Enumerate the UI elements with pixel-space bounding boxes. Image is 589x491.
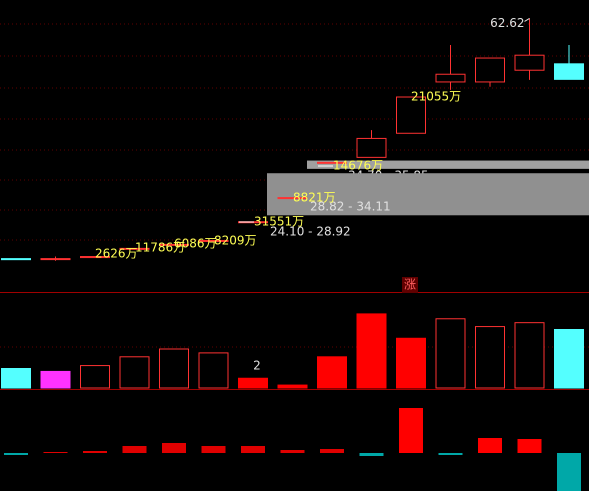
volume-bar xyxy=(475,326,505,389)
indicator-bar xyxy=(122,446,147,453)
candle-body xyxy=(396,96,426,134)
indicator-bar xyxy=(359,453,384,456)
limit-up-badge: 涨 xyxy=(404,277,416,292)
indicator-bar xyxy=(83,451,107,453)
volume-bar xyxy=(1,368,31,389)
gap-label: 28.82 - 34.11 xyxy=(310,200,391,214)
bar-annotation: 2 xyxy=(253,359,261,373)
volume-bar xyxy=(514,322,545,389)
volume-bar xyxy=(317,356,347,389)
badge xyxy=(402,277,418,293)
candle-body xyxy=(159,243,189,246)
candle-body xyxy=(1,258,31,261)
volume-annotation: 6086万 xyxy=(174,237,217,251)
volume-bar xyxy=(80,365,110,389)
volume-annotation: 11786万 xyxy=(135,241,185,255)
gap-zone xyxy=(307,160,589,169)
indicator-bar xyxy=(399,408,423,453)
volume-bar xyxy=(554,329,584,389)
volume-bar xyxy=(435,318,466,389)
indicator-bar xyxy=(162,443,186,453)
candle-body xyxy=(277,197,308,200)
indicator-bar xyxy=(517,439,542,453)
volume-bar xyxy=(356,313,387,389)
candle-body xyxy=(356,137,387,158)
volume-annotation: 2626万 xyxy=(95,247,138,261)
pointer-line xyxy=(524,17,530,22)
indicator-bar xyxy=(280,450,305,453)
gap-label: 24.10 - 28.92 xyxy=(270,225,351,239)
candle-body xyxy=(198,239,229,242)
indicator-bar xyxy=(478,438,502,453)
volume-bar xyxy=(159,348,189,389)
volume-annotation: 21055万 xyxy=(411,90,461,104)
candle-body xyxy=(40,258,71,261)
volume-annotation: 8209万 xyxy=(214,234,257,248)
volume-annotation: 14676万 xyxy=(333,159,383,173)
volume-annotation: 31551万 xyxy=(254,215,304,229)
gap-zone xyxy=(227,215,589,262)
volume-bar xyxy=(238,377,268,389)
candle-body xyxy=(317,161,347,164)
indicator-bar xyxy=(557,453,581,491)
indicator-bar xyxy=(201,446,226,453)
candle-body xyxy=(475,57,505,83)
indicator-bar xyxy=(438,453,463,455)
volume-bar xyxy=(119,356,150,389)
candle-body xyxy=(554,63,584,80)
candle-body xyxy=(80,256,110,259)
volume-annotation: 8821万 xyxy=(293,191,336,205)
indicator-bar xyxy=(320,449,344,453)
price-high-label: 62.62 xyxy=(490,16,524,30)
volume-bar xyxy=(198,352,229,389)
candle-body xyxy=(435,73,466,83)
gap-zone xyxy=(267,173,589,217)
indicator-bar xyxy=(4,453,28,455)
indicator-bar xyxy=(241,446,265,453)
indicator-bar xyxy=(43,452,68,453)
volume-bar xyxy=(277,384,308,389)
volume-bar xyxy=(40,370,71,389)
candle-body xyxy=(119,247,150,250)
candle-body xyxy=(514,54,545,71)
volume-bar xyxy=(396,337,426,389)
